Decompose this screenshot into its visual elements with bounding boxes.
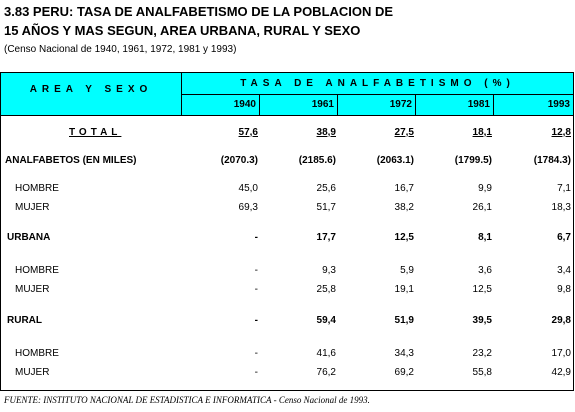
table-row: URBANA - 17,7 12,5 8,1 6,7	[1, 230, 573, 246]
table-cell: -	[254, 348, 258, 359]
table-subtitle: (Censo Nacional de 1940, 1961, 1972, 198…	[4, 44, 237, 55]
table-cell: -	[254, 367, 258, 378]
table-cell: (1799.5)	[454, 155, 492, 166]
row-label: RURAL	[7, 315, 42, 326]
table-cell: 55,8	[472, 367, 492, 378]
table-cell: 45,0	[238, 183, 258, 194]
table-cell: (2070.3)	[220, 155, 258, 166]
table-cell: 9,3	[322, 265, 336, 276]
statistics-table: AREA Y SEXO TASA DE ANALFABETISMO (%) 19…	[0, 72, 574, 391]
row-label: HOMBRE	[15, 183, 59, 194]
table-cell: -	[254, 315, 258, 326]
header-area-sexo: AREA Y SEXO	[1, 73, 182, 115]
table-row: MUJER - 76,2 69,2 55,8 42,9	[1, 365, 573, 381]
row-label: MUJER	[15, 284, 50, 295]
table-cell: 34,3	[394, 348, 414, 359]
table-cell: 9,8	[557, 284, 571, 295]
table-cell: -	[254, 265, 258, 276]
table-cell: 16,7	[394, 183, 414, 194]
table-cell: 12,8	[551, 127, 571, 138]
table-cell: 38,9	[316, 127, 336, 138]
row-label: TOTAL	[69, 127, 122, 138]
table-cell: (1784.3)	[533, 155, 571, 166]
table-cell: 12,5	[472, 284, 492, 295]
header-tasa-analfabetismo: TASA DE ANALFABETISMO (%)	[182, 73, 573, 95]
table-cell: 18,1	[472, 127, 492, 138]
row-label: MUJER	[15, 367, 50, 378]
table-row: ANALFABETOS (EN MILES) (2070.3) (2185.6) (2…	[1, 153, 573, 169]
row-label: HOMBRE	[15, 265, 59, 276]
table-cell: 23,2	[472, 348, 492, 359]
table-cell: 38,2	[394, 202, 414, 213]
table-cell: 3,6	[478, 265, 492, 276]
table-row: HOMBRE - 9,3 5,9 3,6 3,4	[1, 263, 573, 279]
table-title-line-2: 15 AÑOS Y MAS SEGUN, AREA URBANA, RURAL …	[4, 23, 361, 38]
table-cell: 25,6	[316, 183, 336, 194]
table-cell: 8,1	[478, 232, 492, 243]
table-row: RURAL - 59,4 51,9 39,5 29,8	[1, 313, 573, 329]
table-cell: 5,9	[400, 265, 414, 276]
header-year-1940: 1940	[182, 95, 260, 115]
table-cell: (2063.1)	[376, 155, 414, 166]
table-title-line-1: 3.83 PERU: TASA DE ANALFABETISMO DE LA P…	[4, 4, 394, 19]
table-cell: 51,7	[316, 202, 336, 213]
table-cell: 59,4	[316, 315, 336, 326]
table-cell: 9,9	[478, 183, 492, 194]
table-cell: -	[254, 232, 258, 243]
table-cell: 7,1	[557, 183, 571, 194]
table-cell: 12,5	[394, 232, 414, 243]
table-cell: 26,1	[472, 202, 492, 213]
header-year-1972: 1972	[338, 95, 416, 115]
row-label: MUJER	[15, 202, 50, 213]
table-cell: 17,0	[551, 348, 571, 359]
header-year-1961: 1961	[260, 95, 338, 115]
header-year-1981: 1981	[416, 95, 494, 115]
row-label: URBANA	[7, 232, 51, 243]
row-label: HOMBRE	[15, 348, 59, 359]
table-cell: 39,5	[472, 315, 492, 326]
table-cell: 19,1	[394, 284, 414, 295]
table-header: AREA Y SEXO TASA DE ANALFABETISMO (%) 19…	[1, 73, 573, 116]
table-cell: 18,3	[551, 202, 571, 213]
table-cell: 17,7	[316, 232, 336, 243]
table-cell: (2185.6)	[298, 155, 336, 166]
table-cell: 29,8	[551, 315, 571, 326]
table-row: MUJER 69,3 51,7 38,2 26,1 18,3	[1, 200, 573, 216]
table-cell: -	[254, 284, 258, 295]
table-cell: 57,6	[238, 127, 258, 138]
table-row: MUJER - 25,8 19,1 12,5 9,8	[1, 282, 573, 298]
table-row: TOTAL 57,6 38,9 27,5 18,1 12,8	[1, 125, 573, 141]
table-cell: 69,3	[238, 202, 258, 213]
table-row: HOMBRE - 41,6 34,3 23,2 17,0	[1, 346, 573, 362]
table-cell: 76,2	[316, 367, 336, 378]
header-year-1993: 1993	[547, 99, 570, 110]
table-cell: 41,6	[316, 348, 336, 359]
table-cell: 3,4	[557, 265, 571, 276]
table-cell: 51,9	[394, 315, 414, 326]
source-footnote: FUENTE: INSTITUTO NACIONAL DE ESTADISTIC…	[4, 395, 370, 405]
table-cell: 69,2	[394, 367, 414, 378]
table-cell: 27,5	[394, 127, 414, 138]
table-row: HOMBRE 45,0 25,6 16,7 9,9 7,1	[1, 181, 573, 197]
table-cell: 42,9	[551, 367, 571, 378]
row-label: ANALFABETOS (EN MILES)	[5, 155, 137, 166]
table-cell: 25,8	[316, 284, 336, 295]
table-cell: 6,7	[557, 232, 571, 243]
